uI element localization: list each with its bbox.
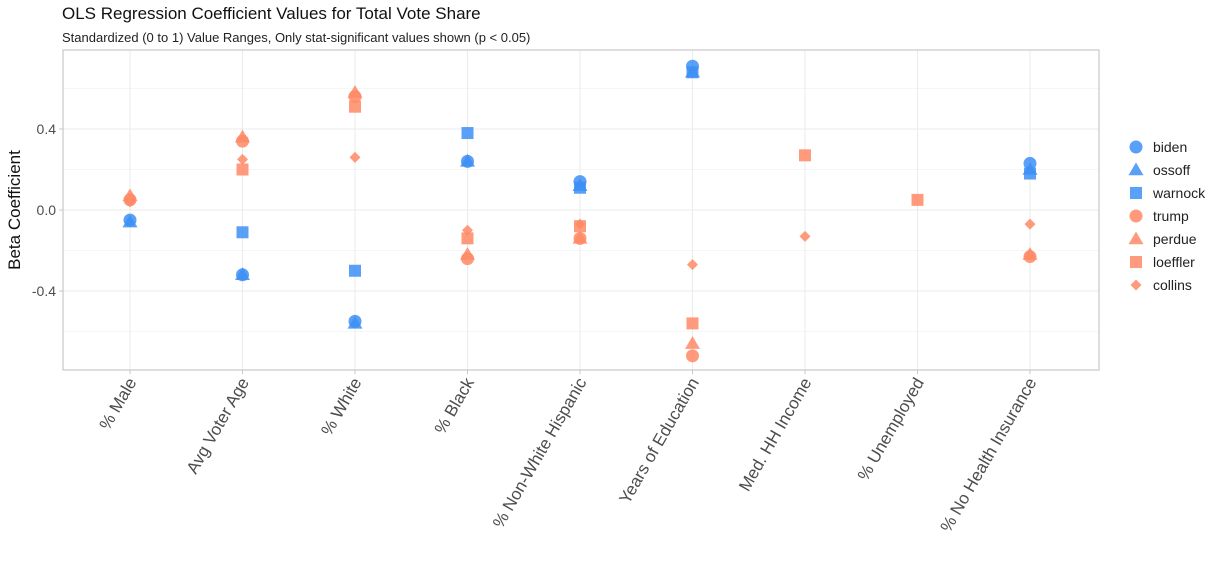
data-point-perdue	[685, 336, 700, 349]
x-tick-label: Years of Education	[615, 375, 703, 508]
legend-key-ossoff	[1128, 162, 1144, 176]
data-point-loeffler	[911, 193, 924, 206]
legend-label-biden: biden	[1153, 139, 1187, 155]
x-axis-ticks: % Male Avg Voter Age % White % Black% Non-W…	[96, 370, 1041, 536]
data-point-loeffler	[686, 317, 699, 330]
legend-label-collins: collins	[1153, 277, 1192, 293]
data-point-loeffler	[461, 232, 474, 245]
data-point-collins	[574, 218, 586, 230]
x-tick-label: % Male	[96, 375, 141, 434]
data-point-perdue	[235, 129, 250, 143]
legend-key-trump	[1129, 209, 1143, 223]
data-point-perdue	[572, 230, 588, 244]
data-point-warnock	[574, 181, 586, 194]
data-point-warnock	[349, 264, 361, 277]
data-point-warnock	[686, 66, 699, 79]
x-tick-label: % White	[317, 375, 365, 439]
data-point-perdue	[460, 247, 475, 260]
legend-label-perdue: perdue	[1153, 231, 1197, 247]
x-tick-label: Med. HH Income	[735, 375, 815, 495]
data-point-ossoff	[122, 214, 138, 228]
data-point-collins	[349, 151, 361, 163]
x-tick-label: % Black	[431, 374, 478, 437]
legend-label-loeffler: loeffler	[1153, 254, 1195, 270]
chart-subtitle: Standardized (0 to 1) Value Ranges, Only…	[62, 30, 531, 45]
data-point-loeffler	[799, 149, 811, 162]
legend-label-trump: trump	[1153, 208, 1189, 224]
data-point-warnock	[1024, 167, 1036, 180]
x-tick-label: Avg Voter Age	[183, 375, 253, 478]
legend-key-perdue	[1128, 231, 1144, 245]
legend-key-loeffler	[1130, 256, 1142, 268]
x-tick-label: % Unemployed	[854, 375, 928, 484]
data-point-perdue	[1022, 247, 1038, 260]
legend-key-collins	[1130, 279, 1142, 291]
data-point-ossoff	[460, 153, 475, 167]
x-tick-label: % No Health Insurance	[937, 375, 1041, 536]
grid-lines	[63, 50, 1099, 370]
y-tick-label: 0.4	[37, 121, 57, 137]
y-axis-title: Beta Coefficient	[5, 150, 24, 270]
data-point-collins	[462, 224, 473, 236]
legend-label-ossoff: ossoff	[1153, 162, 1190, 178]
data-points	[122, 59, 1038, 363]
legend-label-warnock: warnock	[1152, 185, 1206, 201]
data-point-warnock	[461, 127, 474, 140]
chart-title: OLS Regression Coefficient Values for To…	[62, 4, 481, 23]
data-point-collins	[687, 259, 698, 271]
data-point-collins	[1024, 218, 1036, 230]
legend: biden ossoff warnock trump perdue loeffler col…	[1128, 139, 1206, 293]
data-point-perdue	[347, 85, 363, 98]
x-tick-label: % Non-White Hispanic	[489, 374, 591, 531]
data-point-warnock	[236, 226, 249, 239]
legend-key-warnock	[1130, 187, 1142, 199]
data-point-perdue	[122, 188, 138, 202]
data-point-ossoff	[235, 267, 250, 281]
data-point-ossoff	[347, 315, 363, 329]
y-tick-label: -0.4	[32, 283, 56, 299]
data-point-collins	[124, 196, 136, 208]
legend-key-biden	[1129, 140, 1143, 154]
data-point-loeffler	[349, 100, 361, 113]
y-axis-ticks: -0.4 0.0 0.4	[32, 121, 63, 299]
data-point-loeffler	[236, 163, 249, 176]
data-point-trump	[686, 349, 699, 363]
y-tick-label: 0.0	[37, 202, 57, 218]
data-point-collins	[237, 153, 248, 165]
data-point-collins	[799, 230, 811, 242]
